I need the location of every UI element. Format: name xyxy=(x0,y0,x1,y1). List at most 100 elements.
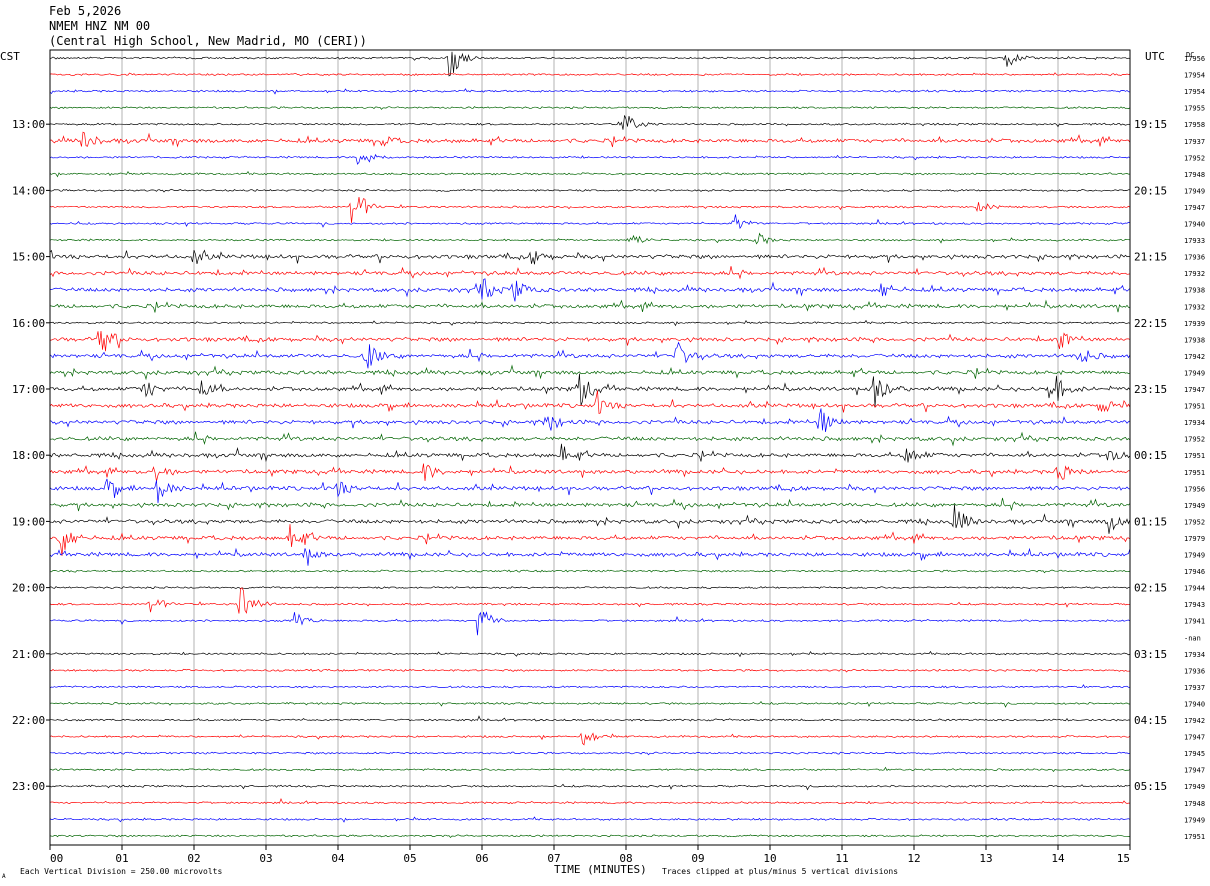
right-hour-label: 19:15 xyxy=(1134,118,1167,131)
dc-offset-label: 17939 xyxy=(1184,320,1205,328)
left-hour-label: 18:00 xyxy=(12,449,45,462)
corner-mark: A xyxy=(2,873,6,880)
right-hour-label: 21:15 xyxy=(1134,251,1167,264)
right-hour-label: 05:15 xyxy=(1134,780,1167,793)
minute-gridlines xyxy=(121,50,1059,845)
trace-blue xyxy=(49,611,1131,636)
dc-offset-label: 17942 xyxy=(1184,717,1205,725)
dc-offset-label: 17951 xyxy=(1184,452,1205,460)
right-hour-label: 00:15 xyxy=(1134,449,1167,462)
dc-offset-label: 17944 xyxy=(1184,585,1205,593)
trace-blue xyxy=(49,408,1131,433)
left-hour-label: 22:00 xyxy=(12,714,45,727)
trace-black xyxy=(49,783,1131,791)
trace-black xyxy=(50,715,1131,722)
dc-offset-label: 17949 xyxy=(1184,187,1205,195)
trace-blue xyxy=(49,547,1131,566)
dc-offset-label: 17952 xyxy=(1184,436,1205,444)
dc-offset-label: 17942 xyxy=(1184,353,1205,361)
trace-green xyxy=(49,170,1130,178)
left-timezone-label: CST xyxy=(0,50,20,63)
trace-black xyxy=(49,443,1131,463)
dc-offset-label: 17958 xyxy=(1184,121,1205,129)
dc-offset-label: 17951 xyxy=(1184,833,1205,841)
trace-black xyxy=(49,373,1131,408)
dc-offset-label: 17936 xyxy=(1184,254,1205,262)
trace-blue xyxy=(49,88,1131,95)
trace-red xyxy=(49,197,1131,223)
dc-offset-label: 17946 xyxy=(1184,568,1205,576)
left-hour-label: 19:00 xyxy=(12,515,45,528)
x-tick-label: 04 xyxy=(331,852,345,865)
right-hour-label: 20:15 xyxy=(1134,184,1167,197)
right-timezone-label: UTC xyxy=(1145,50,1165,63)
x-tick-label: 13 xyxy=(979,852,992,865)
dc-offset-label: 17949 xyxy=(1184,552,1205,560)
dc-offset-label: 17937 xyxy=(1184,138,1205,146)
trace-black xyxy=(50,650,1131,658)
trace-green xyxy=(49,299,1131,313)
x-tick-label: 00 xyxy=(50,852,63,865)
station-location: (Central High School, New Madrid, MO (CE… xyxy=(49,34,367,48)
trace-blue xyxy=(49,341,1131,369)
dc-offset-label: 17947 xyxy=(1184,386,1205,394)
dc-offset-label: 17949 xyxy=(1184,502,1205,510)
left-hour-label: 15:00 xyxy=(12,251,45,264)
x-tick-label: 06 xyxy=(475,852,488,865)
right-hour-label: 02:15 xyxy=(1134,582,1167,595)
dc-offset-label: 17932 xyxy=(1184,270,1205,278)
dc-offset-header: DC xyxy=(1186,51,1194,59)
dc-offset-label: 17934 xyxy=(1184,651,1205,659)
dc-offset-label: 17949 xyxy=(1184,783,1205,791)
x-tick-label: 10 xyxy=(763,852,776,865)
dc-offset-label: 17941 xyxy=(1184,618,1205,626)
dc-offset-label: 17945 xyxy=(1184,750,1205,758)
x-tick-label: 11 xyxy=(835,852,848,865)
x-tick-label: 08 xyxy=(619,852,632,865)
trace-black xyxy=(49,319,1131,327)
dc-offset-label: 17932 xyxy=(1184,303,1205,311)
left-hour-label: 23:00 xyxy=(12,780,45,793)
left-hour-label: 21:00 xyxy=(12,648,45,661)
x-tick-label: 05 xyxy=(403,852,416,865)
clip-note: Traces clipped at plus/minus 5 vertical … xyxy=(662,867,898,876)
dc-offset-label: 17938 xyxy=(1184,287,1205,295)
trace-green xyxy=(49,497,1131,512)
trace-black xyxy=(49,51,1131,77)
x-tick-label: 15 xyxy=(1117,852,1130,865)
trace-green xyxy=(49,106,1131,110)
trace-red xyxy=(49,390,1131,415)
scale-note: Each Vertical Division = 250.00 microvol… xyxy=(20,867,222,876)
dc-offset-label: 17951 xyxy=(1184,469,1205,477)
dc-offset-label: 17937 xyxy=(1184,684,1205,692)
x-tick-label: 14 xyxy=(1051,852,1065,865)
dc-offset-label: 17949 xyxy=(1184,369,1205,377)
dc-offset-label: 17955 xyxy=(1184,105,1205,113)
right-hour-label: 01:15 xyxy=(1134,515,1167,528)
dc-offset-label: 17954 xyxy=(1184,72,1205,80)
trace-blue xyxy=(49,816,1131,823)
dc-offset-label: 17956 xyxy=(1184,55,1205,63)
dc-offset-label: 17954 xyxy=(1184,88,1205,96)
dc-offset-label: 17934 xyxy=(1184,419,1205,427)
dc-offset-label: 17952 xyxy=(1184,518,1205,526)
trace-red xyxy=(49,72,1131,77)
trace-black xyxy=(49,249,1131,265)
trace-red xyxy=(49,266,1131,280)
station-code: NMEM HNZ NM 00 xyxy=(49,19,151,33)
trace-black xyxy=(49,586,1131,590)
x-tick-label: 03 xyxy=(259,852,272,865)
plot-date: Feb 5,2026 xyxy=(49,4,122,18)
left-hour-label: 14:00 xyxy=(12,184,45,197)
dc-offset-label: 17936 xyxy=(1184,667,1205,675)
left-hour-label: 13:00 xyxy=(12,118,45,131)
right-hour-label: 03:15 xyxy=(1134,648,1167,661)
trace-red xyxy=(49,463,1131,482)
x-tick-label: 09 xyxy=(691,852,704,865)
trace-green xyxy=(49,766,1131,772)
dc-offset-label: 17948 xyxy=(1184,171,1205,179)
trace-blue xyxy=(49,478,1131,504)
right-hour-label: 04:15 xyxy=(1134,714,1167,727)
dc-offset-label: 17947 xyxy=(1184,734,1205,742)
dc-offset-label: -nan xyxy=(1184,634,1201,642)
